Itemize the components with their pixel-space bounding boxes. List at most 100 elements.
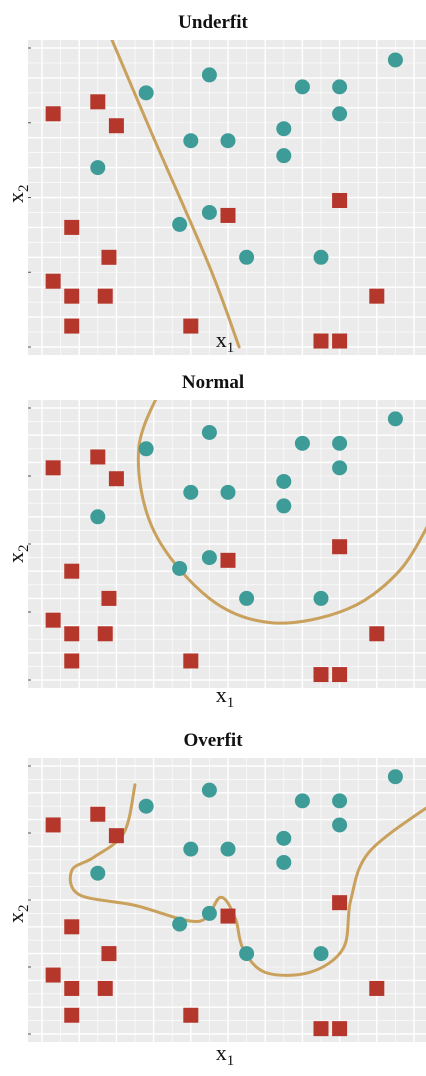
data-point-square [332, 333, 348, 349]
data-point-circle [313, 249, 329, 265]
data-point-square [64, 1007, 80, 1023]
data-point-circle [294, 79, 310, 95]
data-point-circle [183, 841, 199, 857]
data-point-circle [201, 550, 217, 566]
y-axis-label: x2 [3, 544, 32, 564]
data-point-circle [183, 133, 199, 149]
data-point-circle [90, 160, 106, 176]
data-point-square [64, 288, 80, 304]
chart-title: Normal [181, 372, 245, 393]
data-point-circle [239, 946, 255, 962]
data-point-circle [201, 204, 217, 220]
data-point-circle [332, 793, 348, 809]
data-point-circle [313, 590, 329, 606]
data-point-square [369, 288, 385, 304]
data-point-square [332, 1021, 348, 1037]
chart-panel-overfit: Overfit x2 [0, 716, 426, 1076]
chart-panel-underfit: Underfit x2 [0, 0, 426, 358]
data-point-square [183, 653, 199, 669]
grid-lines [28, 40, 426, 355]
data-point-square [97, 980, 113, 996]
data-point-circle [332, 106, 348, 122]
data-point-circle [332, 460, 348, 476]
data-point-circle [332, 435, 348, 451]
x-axis-label: x1 [215, 327, 235, 356]
data-point-square [64, 219, 80, 235]
chart-panel-normal: Normal x2 [0, 358, 426, 716]
plot-area [28, 400, 426, 688]
data-point-square [220, 552, 236, 568]
decision-boundary [136, 400, 426, 625]
data-point-square [332, 192, 348, 208]
data-point-circle [332, 79, 348, 95]
data-point-circle [172, 916, 188, 932]
y-axis-label: x2 [3, 184, 32, 204]
data-point-square [45, 273, 61, 289]
data-point-square [101, 590, 117, 606]
data-point-circle [276, 854, 292, 870]
data-point-circle [201, 67, 217, 83]
data-point-square [64, 653, 80, 669]
data-point-circle [201, 905, 217, 921]
data-point-circle [138, 441, 154, 457]
data-point-square [64, 626, 80, 642]
data-point-square [108, 118, 124, 134]
data-point-circle [294, 793, 310, 809]
data-point-circle [220, 841, 236, 857]
chart-title: Underfit [178, 12, 248, 33]
data-point-circle [220, 484, 236, 500]
data-point-square [64, 980, 80, 996]
data-point-square [313, 1021, 329, 1037]
data-point-circle [172, 560, 188, 576]
decision-boundary [110, 40, 241, 349]
plot-area [28, 758, 426, 1042]
data-point-square [313, 333, 329, 349]
axis-ticks [28, 765, 31, 1035]
data-point-square [101, 946, 117, 962]
data-point-circle [239, 249, 255, 265]
data-point-circle [276, 121, 292, 137]
data-point-square [90, 449, 106, 465]
data-point-circle [387, 411, 403, 427]
data-point-square [332, 895, 348, 911]
x-axis-label: x1 [215, 1040, 235, 1069]
data-point-square [90, 806, 106, 822]
data-point-circle [276, 148, 292, 164]
data-point-square [97, 288, 113, 304]
data-point-circle [313, 946, 329, 962]
axis-ticks [28, 47, 31, 348]
data-point-circle [294, 435, 310, 451]
data-point-square [183, 318, 199, 334]
data-point-square [45, 106, 61, 122]
data-point-square [64, 563, 80, 579]
data-point-square [90, 94, 106, 110]
data-point-square [64, 919, 80, 935]
y-axis-label: x2 [3, 904, 32, 924]
x-axis-label: x1 [215, 682, 235, 711]
chart-title: Overfit [183, 730, 243, 751]
data-point-square [220, 908, 236, 924]
data-point-circle [276, 498, 292, 514]
data-point-circle [90, 509, 106, 525]
data-point-square [369, 626, 385, 642]
decision-boundary [68, 783, 426, 977]
data-point-circle [183, 484, 199, 500]
data-point-circle [239, 590, 255, 606]
data-point-circle [332, 817, 348, 833]
data-point-square [108, 471, 124, 487]
data-point-circle [138, 798, 154, 814]
data-point-square [64, 318, 80, 334]
data-point-circle [201, 782, 217, 798]
data-point-square [45, 817, 61, 833]
data-point-square [313, 667, 329, 683]
data-point-circle [276, 830, 292, 846]
data-point-circle [138, 85, 154, 101]
data-point-square [101, 249, 117, 265]
data-point-circle [387, 52, 403, 68]
data-point-square [220, 207, 236, 223]
data-point-square [332, 667, 348, 683]
data-point-square [108, 828, 124, 844]
data-point-square [97, 626, 113, 642]
data-point-square [45, 967, 61, 983]
plot-area [28, 40, 426, 355]
